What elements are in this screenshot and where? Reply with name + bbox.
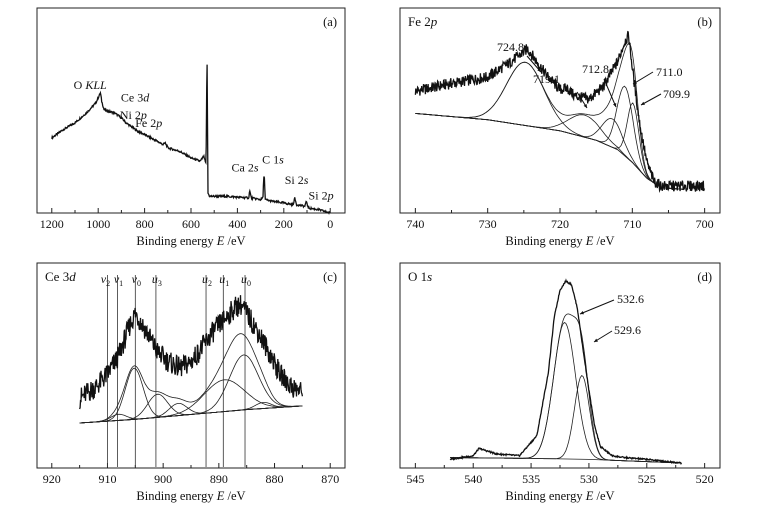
panel-c: 920 910 900 890 880 870 Binding energy E /eV (c…	[36, 262, 346, 503]
x-tick-label: 400	[228, 217, 246, 231]
x-axis-label: Binding energy E /eV	[136, 489, 245, 503]
x-tick-label: 870	[321, 472, 339, 486]
x-tick-label: 920	[43, 472, 61, 486]
reference-label-u3: u3	[152, 272, 162, 288]
reference-label-u1: u1	[219, 272, 229, 288]
x-tick-label: 545	[406, 472, 424, 486]
peak-value-532.6: 532.6	[617, 292, 644, 306]
x-tick-label: 710	[623, 217, 641, 231]
panel-letter: (c)	[323, 270, 337, 284]
x-tick-label: 890	[210, 472, 228, 486]
fitted-peak-901	[79, 393, 303, 424]
x-tick-label: 1000	[86, 217, 110, 231]
arrowhead-724.8	[537, 68, 541, 72]
peak-label-si-2p: Si 2p	[309, 188, 334, 202]
x-axis-ticks: 545 540 535 530 525 520	[406, 463, 714, 486]
peak-label-ca-2s: Ca 2s	[231, 161, 258, 175]
x-tick-label: 1200	[40, 217, 64, 231]
x-tick-label: 880	[266, 472, 284, 486]
peak-label-si-2s: Si 2s	[285, 173, 309, 187]
x-tick-label: 600	[182, 217, 200, 231]
measured-spectrum	[78, 295, 304, 410]
reference-label-u2: u2	[202, 272, 212, 288]
panel-d: 545 540 535 530 525 520 Binding energy E /eV (d…	[399, 262, 721, 503]
x-axis-label: Binding energy E /eV	[136, 234, 245, 248]
measured-spectrum	[414, 30, 706, 194]
x-tick-label: 0	[327, 217, 333, 231]
arrowhead-711.0	[633, 80, 637, 84]
panel-title: Fe 2p	[408, 14, 438, 29]
panel-letter: (a)	[323, 15, 337, 29]
fitted-peak-882	[79, 402, 303, 424]
panel-a: 1200 1000 800 600 400 200 0 Binding energy E /e…	[36, 7, 346, 248]
peak-value-719.1: 719.1	[533, 72, 560, 86]
leader-532.6	[579, 299, 615, 315]
arrowhead-532.6	[580, 311, 584, 315]
panel-letter: (b)	[697, 15, 712, 29]
x-tick-label: 800	[136, 217, 154, 231]
leader-712.8	[603, 78, 617, 108]
arrowhead-529.6	[594, 338, 598, 342]
x-axis-ticks: 920 910 900 890 880 870	[43, 463, 339, 486]
leader-709.9	[640, 93, 662, 106]
peak-label-o-kll: O KLL	[74, 78, 107, 92]
panel-title: O 1s	[408, 269, 432, 284]
x-tick-label: 520	[696, 472, 714, 486]
plot-frame	[399, 7, 721, 214]
peak-label-ce-3d: Ce 3d	[121, 91, 150, 105]
x-tick-label: 540	[464, 472, 482, 486]
fitted-peak-532.1	[450, 321, 682, 464]
x-tick-label: 900	[154, 472, 172, 486]
peak-label-c-1s: C 1s	[262, 152, 284, 166]
peak-value-712.8: 712.8	[582, 62, 609, 76]
peak-value-labels: 532.6 529.6	[579, 292, 644, 343]
x-tick-label: 535	[522, 472, 540, 486]
panel-title: Ce 3d	[45, 269, 76, 284]
x-axis-ticks: 740 730 720 710 700	[406, 208, 714, 231]
x-tick-label: 740	[406, 217, 424, 231]
fit-envelope	[450, 313, 682, 464]
x-axis-label: Binding energy E /eV	[505, 489, 614, 503]
peak-value-529.6: 529.6	[614, 323, 641, 337]
x-tick-label: 525	[638, 472, 656, 486]
reference-label-v2: v2	[101, 272, 110, 288]
peak-label-ni-2p: Ni 2p	[120, 108, 147, 122]
x-tick-label: 530	[580, 472, 598, 486]
x-tick-label: 730	[479, 217, 497, 231]
measured-spectrum	[51, 64, 331, 215]
peak-label-fe-2p: Fe 2p	[135, 116, 162, 130]
leader-711.0	[632, 71, 654, 85]
peak-value-709.9: 709.9	[663, 87, 690, 101]
peak-value-labels: 724.8 719.1 712.8 711.0 709.9	[497, 40, 690, 109]
fitted-peak-709.9	[415, 102, 683, 190]
reference-label-v0: v0	[132, 272, 141, 288]
x-axis-ticks: 1200 1000 800 600 400 200 0	[40, 208, 333, 231]
x-tick-label: 720	[551, 217, 569, 231]
arrowhead-712.8	[613, 103, 617, 107]
reference-label-v1: v1	[114, 272, 123, 288]
x-tick-label: 910	[98, 472, 116, 486]
arrowhead-719.1	[583, 104, 587, 108]
arrowhead-709.9	[641, 101, 645, 105]
measured-spectrum	[449, 278, 683, 465]
plot-frame	[399, 262, 721, 469]
peak-value-724.8: 724.8	[497, 40, 524, 54]
peak-reference-lines: v2 v1 v0 u3 u2 u1 u0	[101, 272, 251, 467]
x-axis-label: Binding energy E /eV	[505, 234, 614, 248]
reference-label-u0: u0	[241, 272, 251, 288]
x-tick-label: 200	[275, 217, 293, 231]
panel-b: 740 730 720 710 700 Binding energy E /eV (b) Fe…	[399, 7, 721, 248]
peak-value-711.0: 711.0	[656, 65, 683, 79]
x-tick-label: 700	[696, 217, 714, 231]
fit-envelope	[79, 333, 303, 424]
panel-letter: (d)	[697, 270, 712, 284]
